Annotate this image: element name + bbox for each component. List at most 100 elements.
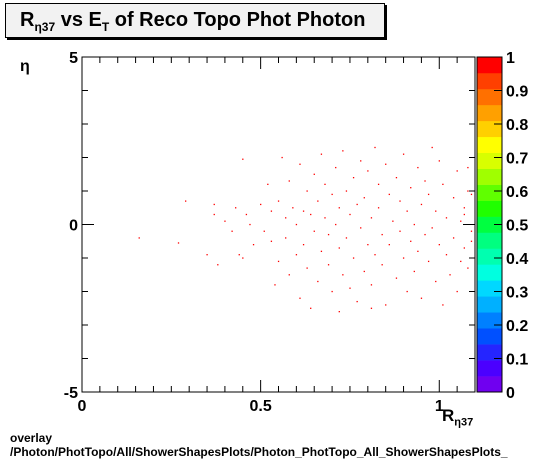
data-point <box>445 254 448 256</box>
data-point <box>438 244 440 246</box>
colorbar-tick-label: 0.8 <box>506 117 528 134</box>
data-point <box>363 270 365 273</box>
data-point <box>295 254 298 256</box>
colorbar-segment <box>477 216 502 233</box>
colorbar-tick-label: 0.9 <box>506 84 528 101</box>
data-point <box>299 297 301 299</box>
data-point <box>424 180 426 182</box>
colorbar-segment <box>477 136 502 154</box>
data-point <box>267 183 269 185</box>
colorbar-tick-label: 1 <box>506 50 515 67</box>
data-point <box>306 267 308 269</box>
data-point <box>467 166 469 169</box>
data-point <box>385 163 387 165</box>
data-point <box>456 170 458 172</box>
data-point <box>438 160 440 162</box>
colorbar-segment <box>477 57 502 74</box>
colorbar-tick-label: 0.1 <box>506 352 528 369</box>
data-point <box>363 197 365 199</box>
data-point <box>270 210 273 212</box>
data-point <box>370 307 373 309</box>
colorbar: 0 0.1 0.2 0.3 0.4 0.5 0.6 0.7 0.8 0.9 1 <box>476 50 528 402</box>
data-point <box>452 197 455 199</box>
data-point <box>177 242 180 244</box>
data-point <box>320 153 323 155</box>
data-point <box>245 213 248 216</box>
data-point <box>288 180 290 182</box>
data-point <box>206 254 208 256</box>
footer-path: overlay /Photon/PhotTopo/All/ShowerShape… <box>10 431 508 459</box>
data-point <box>395 277 398 279</box>
data-point <box>449 274 451 276</box>
data-point <box>302 244 305 246</box>
data-point <box>395 177 398 179</box>
title-box: Rη37 vs ET of Reco Topo Phot Photon <box>5 3 385 38</box>
data-point <box>331 290 333 293</box>
data-point <box>306 190 308 192</box>
colorbar-segment <box>477 312 502 329</box>
data-point <box>285 217 287 219</box>
data-point <box>331 193 333 196</box>
data-point <box>327 233 330 236</box>
data-point <box>242 257 244 259</box>
data-point <box>356 300 358 303</box>
data-point <box>277 200 280 202</box>
data-point <box>424 233 426 236</box>
data-point <box>292 207 294 209</box>
data-point <box>185 200 187 202</box>
data-point <box>277 260 280 263</box>
colorbar-segment <box>477 248 502 265</box>
data-point <box>317 280 319 283</box>
colorbar-tick-label: 0 <box>506 385 515 402</box>
footer-line-1: overlay <box>10 431 53 445</box>
x-axis-ticks: 0 0.5 1 <box>78 57 476 415</box>
data-point <box>417 250 419 252</box>
data-point <box>235 207 237 209</box>
scatter-points <box>138 146 473 313</box>
data-point <box>310 307 312 309</box>
data-point <box>470 193 473 196</box>
data-point <box>377 207 380 209</box>
data-point <box>342 274 344 276</box>
y-axis-label: η <box>20 58 30 75</box>
data-point <box>252 244 255 246</box>
colorbar-segment <box>477 280 502 297</box>
data-point <box>381 264 383 266</box>
data-point <box>435 280 437 283</box>
data-point <box>402 153 405 155</box>
data-point <box>138 237 140 239</box>
data-point <box>345 190 348 192</box>
data-point <box>381 233 383 236</box>
data-point <box>324 217 326 219</box>
data-point <box>317 200 319 202</box>
data-point <box>338 207 340 209</box>
data-point <box>281 156 283 159</box>
colorbar-segment <box>477 88 502 106</box>
data-point <box>445 217 448 219</box>
data-point <box>463 207 465 209</box>
data-point <box>249 223 251 226</box>
footer-line-2: /Photon/PhotTopo/All/ShowerShapesPlots/P… <box>10 445 508 459</box>
data-point <box>410 187 412 189</box>
colorbar-segment <box>477 264 502 281</box>
data-point <box>260 203 262 206</box>
colorbar-tick-label: 0.4 <box>506 251 528 268</box>
data-point <box>374 146 376 149</box>
data-point <box>456 290 458 293</box>
data-point <box>463 247 465 249</box>
data-point <box>442 304 444 306</box>
data-point <box>420 297 423 299</box>
data-point <box>360 160 362 162</box>
data-point <box>231 230 233 232</box>
data-point <box>338 247 340 249</box>
colorbar-tick-label: 0.3 <box>506 285 528 302</box>
data-point <box>285 237 287 239</box>
colorbar-segment <box>477 72 502 90</box>
data-point <box>463 213 465 216</box>
data-point <box>313 173 315 175</box>
colorbar-segment <box>477 152 502 169</box>
data-point <box>360 227 362 229</box>
data-point <box>242 158 244 160</box>
colorbar-segment <box>477 376 502 393</box>
data-point <box>367 170 369 172</box>
